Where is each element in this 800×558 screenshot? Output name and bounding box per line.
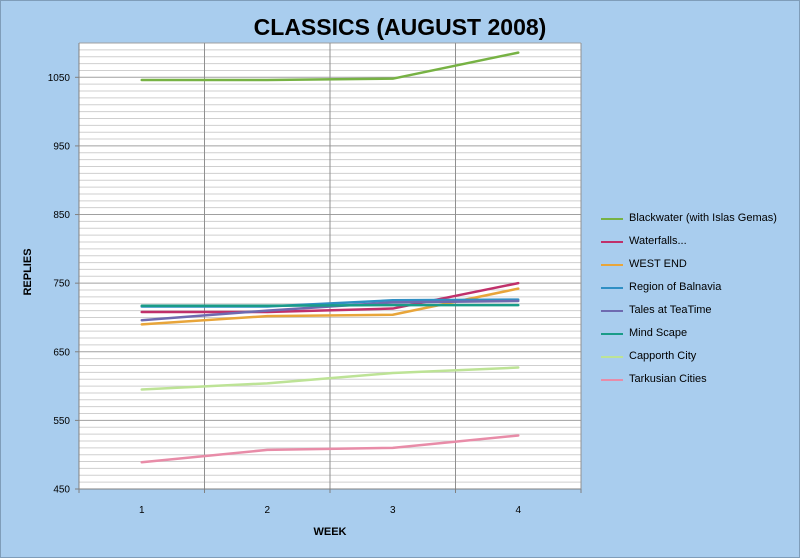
legend-swatch [601, 356, 623, 358]
vertical-gridlines [204, 43, 582, 489]
y-tick-label: 750 [53, 279, 70, 290]
series-line-tarkusian-cities [140, 434, 520, 464]
x-tick-label: 2 [264, 505, 270, 516]
legend-label: Tarkusian Cities [629, 373, 707, 385]
y-tick-label: 950 [53, 141, 70, 152]
series-line-mind-scape [140, 303, 520, 308]
y-tick-label: 850 [53, 210, 70, 221]
legend-label: Region of Balnavia [629, 281, 722, 293]
legend-swatch [601, 264, 623, 266]
x-tick-label: 4 [515, 505, 521, 516]
series-line-capporth-city [140, 366, 520, 391]
legend-swatch [601, 241, 623, 243]
legend-swatch [601, 333, 623, 335]
series-line-waterfalls [140, 281, 520, 314]
legend-swatch [601, 287, 623, 289]
x-tick-label: 1 [139, 505, 145, 516]
legend-label: Blackwater (with Islas Gemas) [629, 212, 777, 224]
y-tick-label: 1050 [48, 73, 71, 84]
legend-swatch [601, 379, 623, 381]
x-axis-label: WEEK [313, 526, 347, 538]
y-tick-label: 550 [53, 416, 70, 427]
y-axis-label: REPLIES [22, 248, 34, 296]
legend-label: WEST END [629, 258, 687, 270]
legend-label: Waterfalls... [629, 235, 687, 247]
legend-swatch [601, 310, 623, 312]
legend-label: Tales at TeaTime [629, 304, 712, 316]
legend-swatch [601, 218, 623, 220]
legend-label: Mind Scape [629, 327, 688, 339]
x-tick-label: 3 [390, 505, 396, 516]
y-tick-label: 650 [53, 347, 70, 358]
series-lines [140, 51, 520, 464]
chart-title: CLASSICS (AUGUST 2008) [253, 14, 547, 40]
y-tick-label: 450 [53, 485, 70, 496]
y-axis-ticks: 450 550 650 750 850 950 1050 [48, 73, 79, 496]
series-line-blackwater-with-islas-gemas [140, 51, 520, 82]
legend-label: Capporth City [629, 350, 697, 362]
x-axis-ticks: 1 2 3 4 [78, 489, 582, 516]
